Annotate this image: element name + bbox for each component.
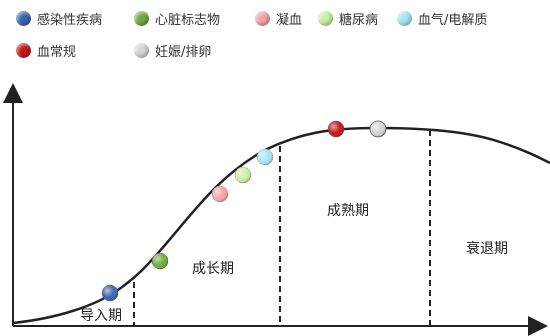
legend-label-cardiac: 心脏标志物 bbox=[155, 12, 221, 28]
legend-item-blood-gas: 血气/电解质 bbox=[397, 8, 487, 28]
stage-label-introduction: 导入期 bbox=[80, 308, 122, 324]
stage-label-maturity: 成熟期 bbox=[327, 203, 369, 219]
point-diabetes bbox=[234, 166, 252, 184]
stage-label-decline: 衰退期 bbox=[466, 240, 508, 257]
legend-item-infectious: 感染性疾病 bbox=[16, 8, 102, 28]
legend-label-infectious: 感染性疾病 bbox=[37, 12, 103, 28]
point-pregnancy bbox=[369, 120, 387, 138]
point-blood-routine bbox=[327, 120, 345, 138]
legend-label-pregnancy: 妊娠/排卵 bbox=[155, 44, 212, 60]
legend-item-pregnancy: 妊娠/排卵 bbox=[134, 40, 211, 60]
legend-dot-infectious bbox=[16, 10, 31, 26]
legend-label-diabetes: 糖尿病 bbox=[339, 12, 379, 28]
legend-dot-cardiac bbox=[134, 10, 149, 26]
stage-label-growth: 成长期 bbox=[192, 261, 234, 277]
legend-label-blood-gas: 血气/电解质 bbox=[418, 12, 488, 28]
legend-label-coagulation: 凝血 bbox=[276, 12, 303, 28]
legend-item-blood-routine: 血常规 bbox=[16, 40, 76, 60]
legend-dot-coagulation bbox=[255, 10, 270, 26]
point-cardiac bbox=[151, 252, 169, 270]
legend-label-blood-routine: 血常规 bbox=[37, 44, 77, 60]
legend-item-diabetes: 糖尿病 bbox=[318, 8, 378, 28]
point-coagulation bbox=[211, 185, 229, 203]
lifecycle-curve bbox=[12, 126, 550, 325]
legend-dot-diabetes bbox=[318, 10, 333, 26]
legend-dot-blood-routine bbox=[16, 42, 31, 58]
legend-dot-pregnancy bbox=[134, 42, 149, 58]
legend-dot-blood-gas bbox=[397, 10, 412, 26]
point-infectious bbox=[101, 284, 119, 302]
point-blood-gas bbox=[256, 148, 274, 166]
legend-item-coagulation: 凝血 bbox=[255, 8, 302, 28]
legend-item-cardiac: 心脏标志物 bbox=[134, 8, 220, 28]
